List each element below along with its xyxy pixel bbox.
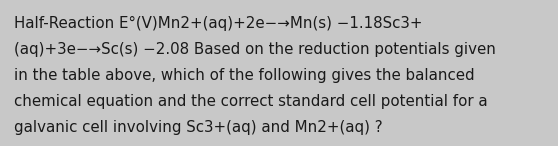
- Text: in the table above, which of the following gives the balanced: in the table above, which of the followi…: [14, 68, 475, 83]
- Text: (aq)+3e−→Sc(s) −2.08 Based on the reduction potentials given: (aq)+3e−→Sc(s) −2.08 Based on the reduct…: [14, 42, 496, 57]
- Text: chemical equation and the correct standard cell potential for a: chemical equation and the correct standa…: [14, 94, 488, 109]
- Text: Half-Reaction E°(V)Mn2+(aq)+2e−→Mn(s) −1.18Sc3+: Half-Reaction E°(V)Mn2+(aq)+2e−→Mn(s) −1…: [14, 16, 422, 31]
- Text: galvanic cell involving Sc3+(aq) and Mn2+(aq) ?: galvanic cell involving Sc3+(aq) and Mn2…: [14, 120, 383, 135]
